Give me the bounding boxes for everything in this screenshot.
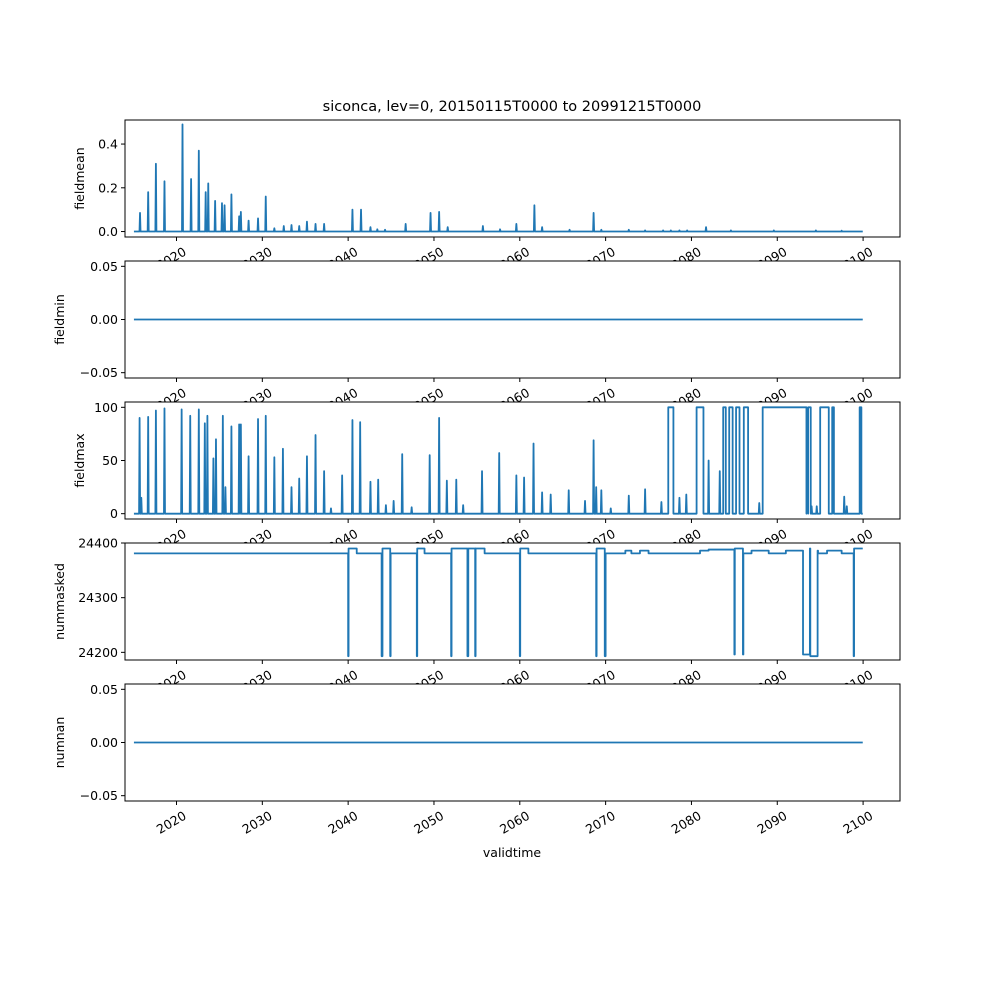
y-axis-label-fieldmax: fieldmax bbox=[72, 433, 87, 487]
y-tick-label-fieldmin-2: 0.05 bbox=[90, 259, 118, 274]
y-tick-label-nummasked-0: 24200 bbox=[78, 645, 118, 660]
series-line-fieldmean-0 bbox=[133, 123, 863, 233]
axes-frame-nummasked bbox=[124, 542, 901, 661]
x-tick-label-numnan-6: 2080 bbox=[669, 808, 704, 837]
axes-frame-fieldmean bbox=[124, 119, 901, 238]
y-tick-label-fieldmean-2: 0.4 bbox=[98, 137, 118, 152]
y-axis-label-fieldmean: fieldmean bbox=[72, 147, 87, 209]
y-axis-label-numnan: numnan bbox=[52, 717, 67, 769]
x-tick-label-numnan-8: 2100 bbox=[840, 808, 875, 837]
series-line-nummasked-0 bbox=[133, 547, 863, 658]
y-axis-label-nummasked: nummasked bbox=[52, 563, 67, 640]
y-tick-label-fieldmax-2: 100 bbox=[94, 400, 118, 415]
y-tick-label-fieldmax-1: 50 bbox=[102, 453, 118, 468]
x-axis-label: validtime bbox=[483, 845, 541, 860]
axes-background bbox=[125, 543, 900, 660]
y-tick-label-fieldmax-0: 0 bbox=[110, 506, 118, 521]
y-tick-label-fieldmin-0: −0.05 bbox=[80, 365, 118, 380]
y-tick-label-numnan-0: −0.05 bbox=[80, 788, 118, 803]
y-tick-label-fieldmin-1: 0.00 bbox=[90, 312, 118, 327]
x-tick-label-numnan-3: 2050 bbox=[411, 808, 446, 837]
x-tick-label-numnan-0: 2020 bbox=[154, 808, 189, 837]
y-tick-label-nummasked-1: 24300 bbox=[78, 590, 118, 605]
subplot-numnan: −0.05 0.00 0.05 numnan 2020 2030 2040 2050 2060 2… bbox=[52, 682, 901, 837]
subplots: 0.0 0.2 0.4 fieldmean 2020 2030 2040 2050 2060 20… bbox=[52, 119, 901, 837]
x-tick-label-numnan-4: 2060 bbox=[497, 808, 532, 837]
y-tick-label-nummasked-2: 24400 bbox=[78, 536, 118, 551]
x-tick-label-numnan-1: 2030 bbox=[240, 808, 275, 837]
y-tick-label-numnan-2: 0.05 bbox=[90, 682, 118, 697]
y-tick-label-fieldmean-1: 0.2 bbox=[98, 180, 118, 195]
chart-title: siconca, lev=0, 20150115T0000 to 2099121… bbox=[323, 99, 702, 115]
axes-background bbox=[125, 402, 900, 519]
x-tick-label-numnan-2: 2040 bbox=[325, 808, 360, 837]
y-tick-label-fieldmean-0: 0.0 bbox=[98, 224, 118, 239]
y-axis-label-fieldmin: fieldmin bbox=[52, 294, 67, 345]
y-tick-label-numnan-1: 0.00 bbox=[90, 735, 118, 750]
series-line-fieldmax-0 bbox=[133, 406, 863, 515]
x-tick-label-numnan-7: 2090 bbox=[755, 808, 790, 837]
x-tick-label-numnan-5: 2070 bbox=[583, 808, 618, 837]
